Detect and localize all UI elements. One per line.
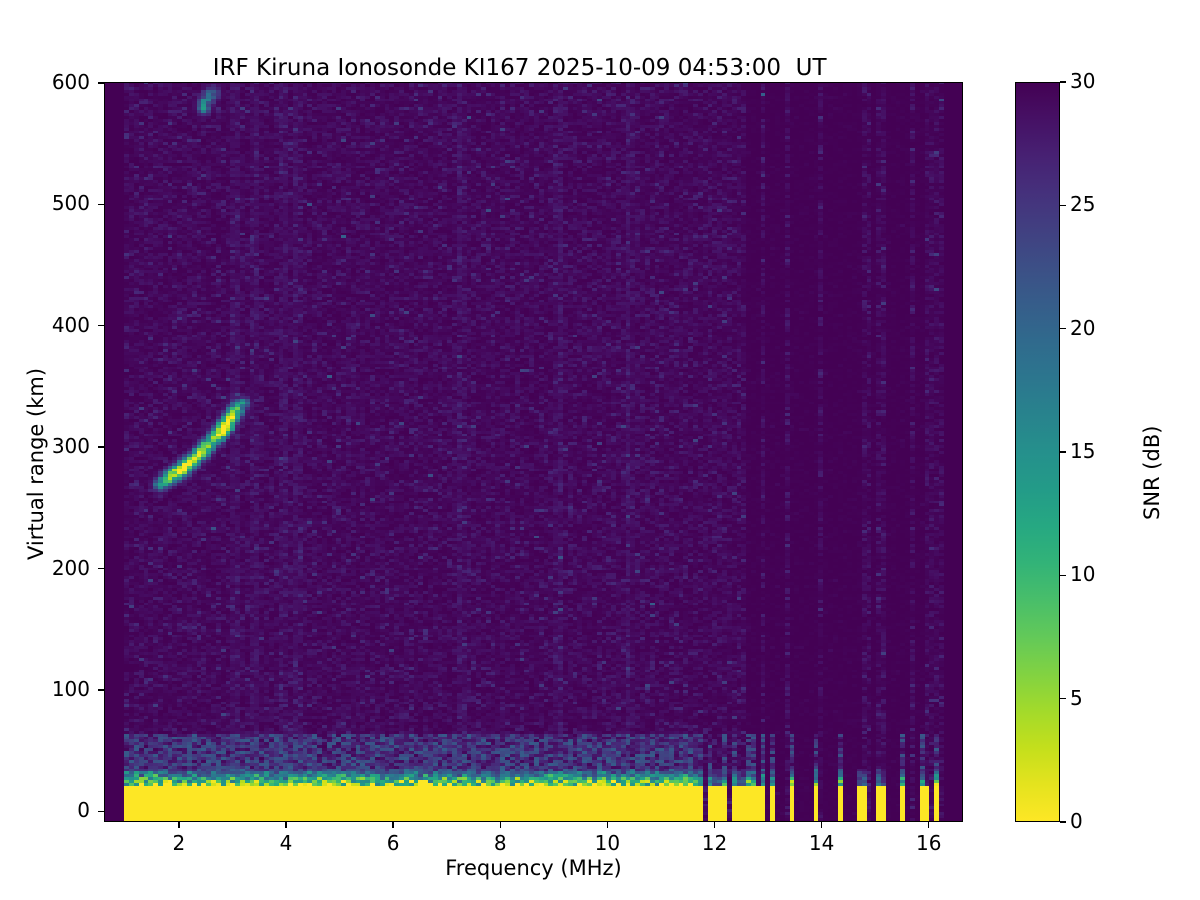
y-tick [98, 810, 104, 812]
x-tick [606, 822, 609, 828]
y-tick-label: 0 [77, 798, 90, 823]
y-tick [98, 82, 104, 84]
x-tick [392, 822, 394, 828]
colorbar[interactable] [1015, 82, 1060, 822]
colorbar-gradient [1016, 83, 1059, 821]
x-tick [928, 822, 930, 828]
x-tick-label: 6 [386, 831, 400, 855]
x-tick [713, 822, 716, 828]
y-tick-label: 300 [51, 434, 90, 459]
y-tick [98, 446, 104, 448]
x-axis-title: Frequency (MHz) [445, 856, 622, 880]
colorbar-tick [1060, 204, 1066, 207]
y-tick-label: 500 [51, 191, 90, 216]
plot-area[interactable] [104, 82, 963, 822]
figure-title-line1: IRF Kiruna Ionosonde KI167 2025-10-09 04… [212, 55, 827, 81]
colorbar-title: SNR (dB) [1140, 425, 1164, 520]
y-tick [98, 689, 104, 691]
colorbar-tick [1060, 451, 1066, 453]
x-tick-label: 16 [916, 831, 942, 855]
y-tick-label: 100 [51, 676, 90, 701]
x-tick [178, 822, 180, 828]
colorbar-tick [1060, 327, 1066, 330]
y-axis-title: Virtual range (km) [24, 367, 48, 560]
x-tick-label: 8 [493, 831, 507, 855]
y-tick [98, 325, 104, 327]
colorbar-tick-label: 15 [1070, 439, 1096, 463]
x-tick-label: 2 [172, 831, 186, 855]
ionogram-heatmap [105, 83, 962, 821]
y-tick-label: 600 [51, 70, 90, 94]
colorbar-tick [1060, 81, 1066, 83]
x-tick-label: 10 [594, 831, 621, 855]
colorbar-tick-label: 10 [1070, 562, 1096, 587]
x-tick-label: 12 [701, 831, 728, 855]
colorbar-tick-label: 30 [1070, 69, 1096, 93]
colorbar-tick-label: 5 [1070, 685, 1083, 710]
x-tick [499, 822, 501, 828]
x-tick-label: 14 [808, 831, 835, 855]
colorbar-tick-label: 20 [1070, 315, 1096, 340]
y-tick [98, 203, 104, 206]
heatmap-canvas-holder [105, 83, 962, 821]
x-tick [285, 822, 287, 828]
colorbar-tick [1060, 697, 1066, 700]
colorbar-tick [1060, 574, 1066, 577]
x-tick-label: 4 [279, 831, 293, 855]
y-tick-label: 400 [51, 312, 90, 337]
y-tick [98, 567, 104, 570]
y-tick-label: 200 [51, 555, 90, 580]
x-tick [820, 822, 823, 828]
colorbar-tick-label: 25 [1070, 192, 1096, 217]
colorbar-tick [1060, 821, 1066, 823]
colorbar-tick-label: 0 [1070, 809, 1083, 833]
